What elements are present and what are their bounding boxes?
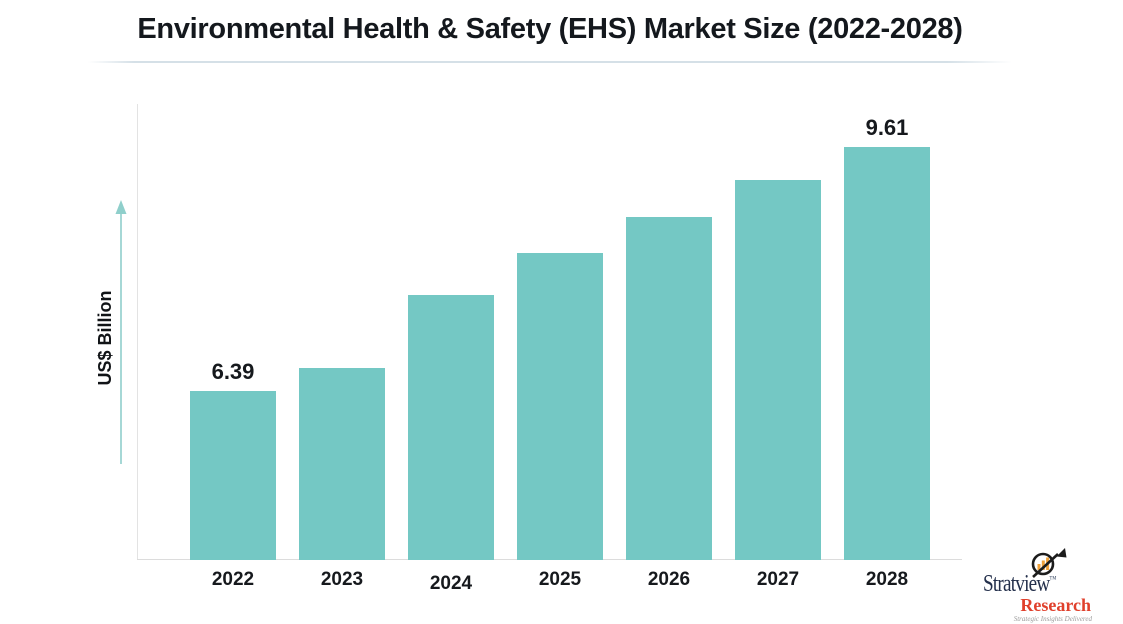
magnifier-trend-icon [1027,547,1069,586]
bar-column-2026: 2026 [626,100,712,590]
bar-2022 [190,391,276,560]
x-axis-tick-label: 2023 [320,569,364,590]
bar-column-2025: 2025 [517,100,603,590]
x-axis-tick-label: 2027 [756,569,800,590]
bar-column-2027: 2027 [735,100,821,590]
bars-container: 6.39 2022 2023 2024 2025 2026 2027 9.61 2028 [190,100,930,594]
x-axis-tick-label: 2028 [865,569,909,590]
x-axis-tick-label: 2024 [429,573,473,594]
logo-name: Stratview™ [983,571,1056,598]
bar-2024 [408,295,494,560]
stratview-logo: Stratview™ Research Strategic Insights D… [983,547,1107,624]
logo-tagline: Strategic Insights Delivered [1013,615,1092,623]
trademark-symbol: ™ [1049,574,1057,584]
bar-2025 [517,253,603,560]
logo-subname: Research [1020,595,1091,615]
chart-title: Environmental Health & Safety (EHS) Mark… [137,13,963,45]
title-divider [88,61,1012,63]
x-axis-tick-label: 2022 [211,569,255,590]
bar-2028 [844,146,930,560]
y-axis-title: US$ Billion [95,290,115,386]
bar-column-2023: 2023 [299,100,385,590]
bar-2023 [299,368,385,560]
bar-2026 [626,216,712,560]
x-axis-tick-label: 2026 [647,569,691,590]
x-axis-tick-label: 2025 [538,569,582,590]
bar-column-2024: 2024 [408,100,494,594]
logo-name-text: Stratview [983,571,1050,597]
bar-value-label: 9.61 [865,114,909,140]
bar-column-2028: 9.61 2028 [844,100,930,590]
y-axis-arrow-icon [112,200,130,471]
bar-2027 [735,180,821,560]
bar-column-2022: 6.39 2022 [190,100,276,590]
y-axis [137,104,138,560]
bar-value-label: 6.39 [211,359,255,385]
